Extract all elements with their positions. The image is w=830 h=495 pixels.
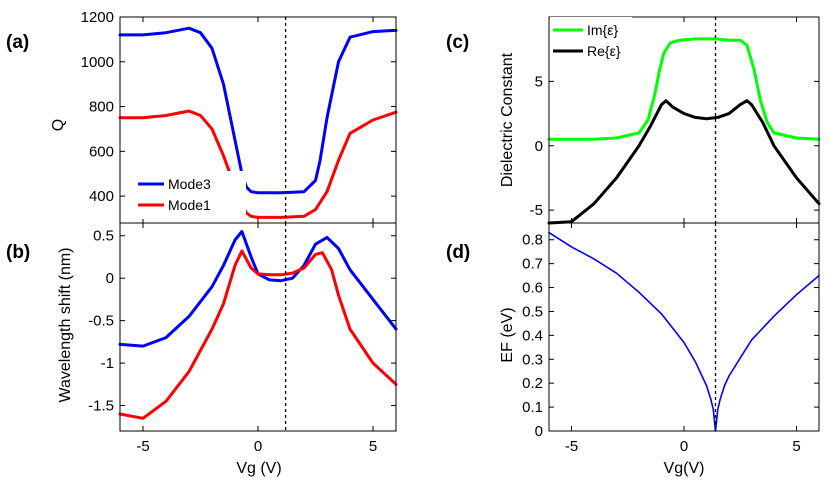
xtick-label-d-0: -5 bbox=[565, 438, 578, 455]
ytick-label-d-8: 0.8 bbox=[522, 232, 543, 249]
ytick-label-c-2: 5 bbox=[535, 73, 543, 90]
ytick-label-a-3: 1000 bbox=[81, 54, 114, 71]
ytick-label-b-3: 0 bbox=[106, 270, 114, 287]
ytick-label-d-6: 0.6 bbox=[522, 280, 543, 297]
ytick-label-b-1: -1 bbox=[101, 355, 114, 372]
series-layer-d bbox=[548, 231, 820, 432]
ytick-label-d-2: 0.2 bbox=[522, 375, 543, 392]
ytick-label-c-1: 0 bbox=[535, 138, 543, 155]
legend-box-a bbox=[134, 171, 246, 219]
xtick-label-b-0: -5 bbox=[136, 438, 149, 455]
ticks-d: 0 0.1 0.2 0.3 0.4 0.5 0.6 0.7 0.8 -5 0 5 bbox=[522, 223, 819, 455]
series-line-c-1 bbox=[547, 99, 821, 225]
legend-label-re: Re{ε} bbox=[587, 43, 621, 59]
ytick-label-d-5: 0.5 bbox=[522, 303, 543, 320]
xtick-label-d-1: 0 bbox=[680, 438, 688, 455]
series-line-b-1 bbox=[118, 249, 398, 420]
series-layer-a bbox=[118, 26, 398, 219]
panel-d: (d) EF (eV) 00.10.20.30.40.50.60.70.8-5 0… bbox=[446, 222, 820, 477]
series-layer-b bbox=[118, 230, 398, 420]
frame-d bbox=[548, 222, 820, 432]
xtick-label-b-1: 0 bbox=[254, 438, 262, 455]
series-line-b-0 bbox=[118, 230, 398, 348]
panel-a: (a) Q 400 600 800 1000 1200 Mode3 Mode1 bbox=[6, 9, 398, 224]
legend-label-im: Im{ε} bbox=[587, 22, 618, 38]
ytick-label-b-4: 0.5 bbox=[93, 228, 114, 245]
ylabel-c: Dielectric Constant bbox=[499, 52, 516, 187]
ytick-label-d-0: 0 bbox=[535, 423, 543, 440]
xtick-label-b-2: 5 bbox=[369, 438, 377, 455]
ylabel-a: Q bbox=[50, 119, 67, 131]
panel-label-a: (a) bbox=[6, 32, 29, 53]
legend-label-mode1: Mode1 bbox=[168, 197, 211, 213]
series-line-a-1 bbox=[118, 109, 398, 219]
ytick-label-a-4: 1200 bbox=[81, 9, 114, 26]
series-line-d-0 bbox=[548, 231, 820, 432]
xlabel-b: Vg (V) bbox=[236, 460, 281, 477]
ytick-label-b-2: -0.5 bbox=[88, 313, 114, 330]
ylabel-d: EF (eV) bbox=[499, 307, 516, 362]
series-line-a-0 bbox=[118, 26, 398, 195]
ytick-label-a-2: 800 bbox=[89, 99, 114, 116]
panel-c: (c) Dielectric Constant -5 0 5 Im{ε} Re{ε} bbox=[446, 16, 821, 225]
panel-label-d: (d) bbox=[446, 242, 470, 263]
panel-label-b: (b) bbox=[6, 242, 30, 263]
legend-box-c bbox=[550, 17, 632, 61]
ytick-label-d-3: 0.3 bbox=[522, 351, 543, 368]
panel-b: (b) Wavelength shift (nm) -1.5 -1 -0.5 0 0.5… bbox=[6, 222, 398, 477]
ticks-c: -5 0 5 bbox=[530, 17, 819, 223]
ytick-label-d-4: 0.4 bbox=[522, 327, 543, 344]
ticks-a: 400 600 800 1000 1200 bbox=[81, 9, 396, 223]
ytick-label-d-1: 0.1 bbox=[522, 399, 543, 416]
ytick-label-b-0: -1.5 bbox=[88, 398, 114, 415]
ylabel-b: Wavelength shift (nm) bbox=[57, 247, 74, 402]
xlabel-d: Vg(V) bbox=[664, 460, 705, 477]
ytick-label-a-0: 400 bbox=[89, 188, 114, 205]
ticks-b: -1.5 -1 -0.5 0 0.5 -5 0 5 bbox=[88, 223, 396, 455]
legend-label-mode3: Mode3 bbox=[168, 176, 211, 192]
series-line-c-0 bbox=[547, 37, 821, 141]
ytick-label-a-1: 600 bbox=[89, 143, 114, 160]
legend-a: Mode3 Mode1 bbox=[134, 171, 246, 219]
xtick-label-d-2: 5 bbox=[792, 438, 800, 455]
frame-b bbox=[119, 222, 397, 432]
series-layer-c bbox=[547, 37, 821, 225]
panel-label-c: (c) bbox=[446, 32, 469, 53]
legend-c: Im{ε} Re{ε} bbox=[550, 17, 632, 61]
ytick-label-d-7: 0.7 bbox=[522, 256, 543, 273]
ytick-label-c-0: -5 bbox=[530, 202, 543, 219]
